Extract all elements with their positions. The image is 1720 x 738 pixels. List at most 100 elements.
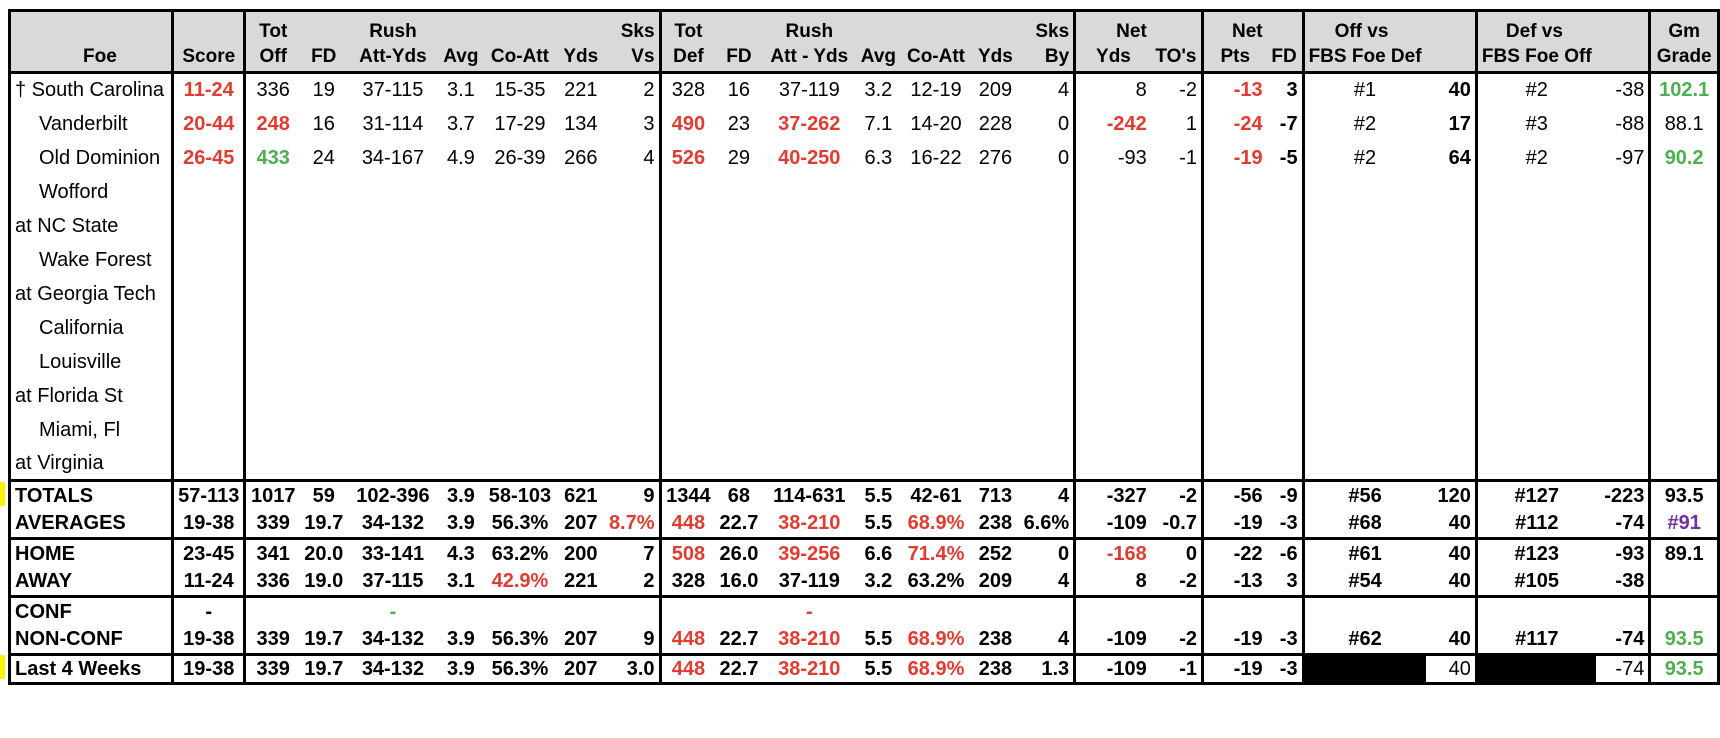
game-def-vs-rank bbox=[1476, 413, 1595, 447]
game-foe: at NC State bbox=[9, 208, 175, 243]
game-off-vs-rank bbox=[1303, 379, 1425, 413]
game-off-fd: 16 bbox=[312, 112, 335, 135]
header-sks-by-top: Sks bbox=[1019, 10, 1077, 42]
summary-def-fd: 16.0 bbox=[719, 570, 759, 593]
summary-tot-def: 328 bbox=[671, 570, 706, 593]
game-tot-off bbox=[245, 379, 300, 413]
game-sks-by bbox=[1019, 242, 1077, 277]
game-off-fd bbox=[300, 209, 347, 243]
game-off-vs-rank bbox=[1303, 175, 1425, 209]
game-off-co-att bbox=[483, 175, 556, 209]
header-net-pts: Pts bbox=[1202, 41, 1267, 74]
summary-net-fd: -9 bbox=[1266, 479, 1305, 510]
game-off-avg: 3.7 bbox=[446, 112, 475, 135]
summary-net-tos: -2 bbox=[1150, 567, 1204, 597]
header-net-yds-top: Net bbox=[1074, 10, 1151, 42]
summary-off-co-att: 56.3% bbox=[491, 628, 549, 651]
game-net-yds: 8 bbox=[1135, 79, 1147, 102]
game-def-fd bbox=[715, 209, 762, 243]
header-net-yds: Yds bbox=[1074, 41, 1151, 74]
summary-def-yds: 238 bbox=[978, 628, 1013, 651]
summary-def-rush: 39-256 bbox=[762, 537, 857, 568]
game-net-pts: -24 bbox=[1233, 112, 1263, 135]
highlight-marker-nonconf bbox=[0, 655, 5, 679]
game-off-co-att bbox=[483, 379, 556, 413]
game-def-avg bbox=[856, 209, 901, 243]
summary-off-vs-rank: #62 bbox=[1348, 628, 1382, 651]
game-def-vs-rank bbox=[1476, 379, 1595, 413]
game-def-vs-val: -97 bbox=[1595, 140, 1652, 175]
header-tot-def: Def bbox=[660, 41, 716, 74]
game-tot-off bbox=[245, 277, 300, 311]
summary-def-rush: - bbox=[762, 595, 857, 626]
summary-score: - bbox=[172, 595, 247, 626]
header-row-top: Tot Rush Sks Tot Rush Sks Net Net Off vs Def vs Gm bbox=[9, 10, 1719, 42]
summary-row-away: AWAY 11-24 336 19.0 37-115 3.1 42.9% 221 2 328 16.… bbox=[9, 567, 1719, 597]
summary-off-vs-rank bbox=[1303, 653, 1426, 684]
game-def-fd: 29 bbox=[727, 146, 751, 169]
game-sks-vs bbox=[604, 174, 662, 209]
game-tot-off: 433 bbox=[256, 146, 290, 169]
game-net-tos bbox=[1150, 276, 1204, 311]
game-def-co-att bbox=[901, 379, 971, 413]
header-off-yds: Yds bbox=[556, 41, 605, 74]
game-net-pts bbox=[1202, 447, 1266, 481]
summary-gm-grade bbox=[1649, 595, 1719, 626]
header-off-co-att: Co-Att bbox=[483, 41, 557, 74]
game-sks-vs bbox=[604, 378, 662, 413]
game-net-pts bbox=[1202, 243, 1266, 277]
game-off-vs-val bbox=[1425, 344, 1478, 379]
game-def-yds: 209 bbox=[978, 79, 1013, 102]
summary-tot-def: 448 bbox=[660, 653, 716, 684]
game-net-fd bbox=[1266, 242, 1305, 277]
summary-tot-def: 508 bbox=[660, 537, 716, 568]
summary-def-vs-rank: #117 bbox=[1515, 628, 1559, 651]
summary-label: CONF bbox=[9, 595, 175, 626]
header-foe: Foe bbox=[9, 41, 175, 74]
game-net-tos: -2 bbox=[1150, 72, 1204, 107]
summary-net-yds bbox=[1074, 595, 1151, 626]
header-def-avg-top bbox=[856, 10, 901, 42]
game-def-vs-val bbox=[1595, 208, 1652, 243]
header-gm-grade: Grade bbox=[1649, 41, 1719, 74]
game-net-fd bbox=[1266, 378, 1305, 413]
summary-def-co-att: 68.9% bbox=[900, 653, 972, 684]
game-off-yds: 266 bbox=[564, 146, 598, 169]
header-net-pts-top: Net bbox=[1202, 10, 1267, 42]
game-def-avg bbox=[856, 413, 901, 447]
game-off-rush bbox=[347, 209, 438, 243]
header-sks-by: By bbox=[1019, 41, 1077, 74]
game-def-co-att bbox=[901, 175, 971, 209]
summary-def-rush: 37-119 bbox=[778, 570, 840, 593]
summary-def-vs-rank: #123 bbox=[1476, 537, 1596, 568]
game-net-pts bbox=[1202, 379, 1266, 413]
summary-off-rush: - bbox=[347, 595, 439, 626]
header-gm-grade-top: Gm bbox=[1649, 10, 1719, 42]
summary-off-rush: 37-115 bbox=[362, 570, 424, 593]
summary-sks-by: 6.6% bbox=[1019, 509, 1077, 539]
game-gm-grade: 88.1 bbox=[1664, 112, 1704, 135]
game-net-tos bbox=[1150, 344, 1204, 379]
game-off-fd bbox=[300, 447, 347, 481]
game-off-vs-rank: #2 bbox=[1353, 146, 1377, 169]
summary-off-rush: 34-132 bbox=[361, 512, 425, 535]
game-off-yds bbox=[557, 243, 605, 277]
summary-def-rush: 114-631 bbox=[762, 479, 857, 510]
game-score bbox=[172, 242, 247, 277]
game-def-rush bbox=[763, 277, 856, 311]
summary-net-fd: 3 bbox=[1266, 567, 1305, 597]
summary-net-pts: -19 bbox=[1233, 512, 1263, 535]
game-net-tos: -1 bbox=[1150, 140, 1204, 175]
summary-off-fd: 20.0 bbox=[300, 537, 348, 568]
game-def-co-att: 12-19 bbox=[910, 79, 962, 102]
summary-sks-by bbox=[1019, 595, 1077, 626]
summary-off-avg: 3.9 bbox=[446, 512, 475, 535]
summary-net-fd: -6 bbox=[1266, 537, 1305, 568]
game-foe: at Virginia bbox=[9, 446, 175, 481]
summary-off-vs-rank: #54 bbox=[1348, 570, 1382, 593]
summary-tot-def: 1344 bbox=[660, 479, 716, 510]
game-off-vs-val bbox=[1425, 242, 1478, 277]
game-off-co-att: 15-35 bbox=[494, 79, 546, 102]
game-def-rush bbox=[763, 311, 856, 345]
summary-sks-vs: 2 bbox=[604, 567, 662, 597]
